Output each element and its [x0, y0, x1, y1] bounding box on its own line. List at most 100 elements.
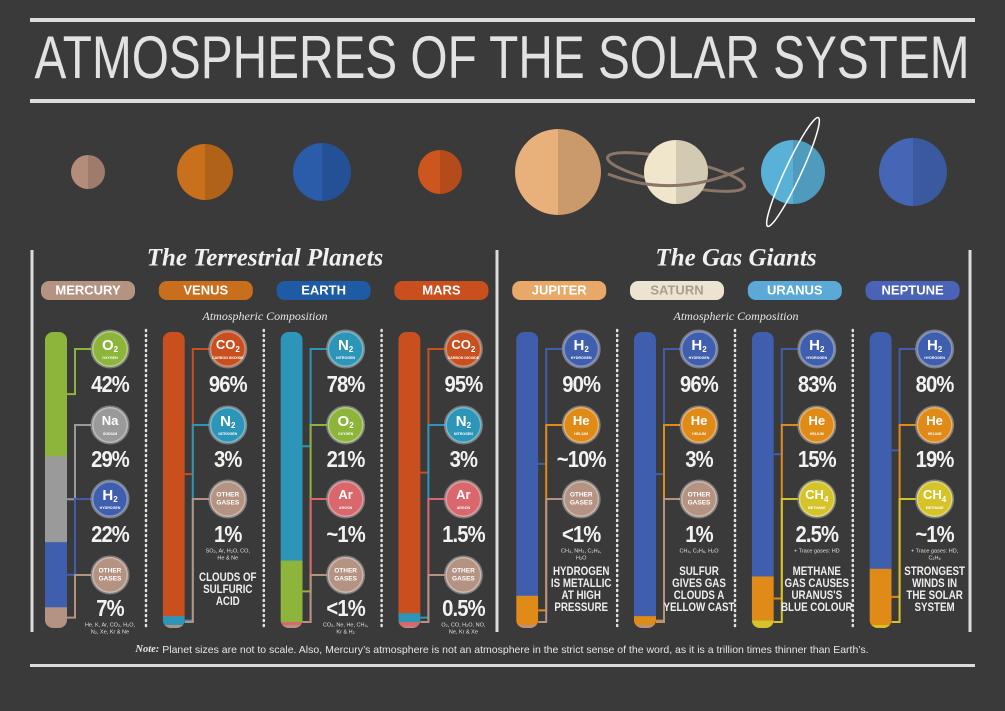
rule	[30, 664, 975, 667]
gas-formula: H2	[574, 337, 590, 354]
gas-symbol: GASES	[334, 576, 357, 583]
gas-percent: 15%	[798, 446, 836, 473]
connector	[891, 498, 916, 623]
note-text: Planet sizes are not to scale. Also, Mer…	[159, 644, 868, 656]
gas-name: HYDROGEN	[571, 356, 592, 360]
gas-percent: 2.5%	[796, 521, 839, 548]
caption: HYDROGEN	[553, 565, 609, 578]
gas-name: CARBON DIOXIDE	[448, 356, 480, 360]
gas-formula: He	[808, 413, 825, 428]
gas-symbol: H	[102, 487, 113, 504]
ring	[765, 116, 821, 228]
gas-name: NITROGEN	[218, 432, 237, 436]
gas-bubble	[679, 329, 719, 369]
gas-percent: ~1%	[915, 521, 954, 548]
planet-shade	[558, 129, 601, 215]
planet-name: JUPITER	[532, 282, 588, 297]
gas-symbol: He	[926, 413, 943, 428]
gas-bubble	[443, 479, 483, 519]
gas-name: HYDROGEN	[689, 356, 710, 360]
connector	[302, 574, 327, 623]
gas-bubble	[561, 479, 601, 519]
gas-subscript: 2	[467, 421, 472, 430]
title: ATMOSPHERES OF THE SOLAR SYSTEM	[35, 24, 970, 91]
planet	[293, 143, 351, 201]
gas-bubble	[208, 405, 248, 445]
gas-subscript: 4	[942, 495, 947, 504]
planet-pill	[41, 281, 135, 300]
gas-symbol: H	[691, 337, 702, 354]
gas-symbol: He	[691, 413, 708, 428]
gas-bubble	[915, 405, 955, 445]
bar-segment	[398, 613, 421, 623]
connector	[67, 574, 91, 619]
planet	[879, 138, 947, 206]
caption: CLOUDS A	[674, 589, 725, 602]
gas-note: CO₂, Ne, He, CH₄,	[323, 622, 369, 628]
caption: ACID	[216, 595, 240, 608]
gas-percent: 3%	[450, 446, 478, 473]
gas-symbol: OTHER	[452, 568, 475, 575]
gas-formula: CO2	[216, 337, 241, 354]
gas-bubble	[443, 405, 483, 445]
bar-segment	[634, 625, 656, 628]
bar-segment	[869, 625, 892, 628]
gas-name: HELIUM	[574, 432, 588, 436]
planet-shade	[88, 155, 105, 189]
bar-segment	[869, 332, 892, 570]
gas-name: HELIUM	[928, 432, 942, 436]
gas-percent: 96%	[209, 371, 247, 398]
connector	[773, 348, 798, 456]
gas-symbol: CH	[805, 487, 824, 502]
gas-symbol: GASES	[688, 500, 711, 507]
gas-percent: 3%	[685, 446, 713, 473]
gas-percent: <1%	[562, 521, 601, 548]
gas-note: SO₂, Ar, H₂O, CO,	[206, 548, 251, 554]
gas-formula: N2	[220, 413, 236, 430]
bar-segment	[634, 332, 656, 617]
gas-bubble	[679, 405, 719, 445]
gas-symbol: Ar	[338, 487, 352, 502]
caption: BLUE COLOUR	[781, 601, 853, 614]
planet-name: VENUS	[183, 282, 228, 297]
gas-bubble	[443, 329, 483, 369]
planet	[515, 129, 601, 215]
gas-bubble	[561, 405, 601, 445]
planet-shade	[440, 150, 462, 194]
planet-name: SATURN	[650, 282, 703, 297]
bar-segment	[280, 622, 303, 626]
gas-name: HELIUM	[692, 432, 706, 436]
bar-segment	[162, 332, 185, 617]
gas-name: NITROGEN	[454, 432, 473, 436]
gas-bubble	[797, 329, 837, 369]
caption: AT HIGH	[562, 589, 601, 602]
caption: URANUS'S	[792, 589, 843, 602]
planet-pill	[512, 281, 607, 300]
gas-formula: N2	[338, 337, 354, 354]
planet-pill	[865, 281, 960, 300]
gas-symbol: OTHER	[99, 568, 122, 575]
gas-note: Ne, Kr & Xe	[449, 629, 478, 635]
planet-name: MERCURY	[55, 282, 121, 297]
gas-name: OXYGEN	[102, 356, 118, 360]
planet-shade	[676, 140, 708, 204]
gas-percent: 1%	[685, 521, 713, 548]
group-title: The Gas Giants	[655, 245, 816, 272]
caption: CLOUDS OF	[199, 571, 257, 584]
planet-name: EARTH	[301, 282, 346, 297]
caption: METHANE	[793, 565, 841, 578]
gas-note: He, K, Ar, CO₂, H₂O,	[85, 622, 136, 628]
gas-note: CH₄, NH₃, C₂H₆,	[561, 548, 602, 554]
planet-name: URANUS	[767, 282, 823, 297]
connector	[184, 348, 209, 476]
gas-name: METHANE	[926, 506, 944, 510]
bar-segment	[398, 622, 421, 628]
gas-symbol: H	[927, 337, 938, 354]
gas-name: HYDROGEN	[100, 506, 121, 510]
gas-formula: O2	[338, 413, 355, 430]
gas-note: He & Ne	[217, 555, 238, 561]
gas-symbol: O	[102, 337, 114, 354]
bar-segment	[162, 625, 185, 628]
gas-subscript: 2	[349, 421, 354, 430]
planet	[644, 140, 708, 204]
